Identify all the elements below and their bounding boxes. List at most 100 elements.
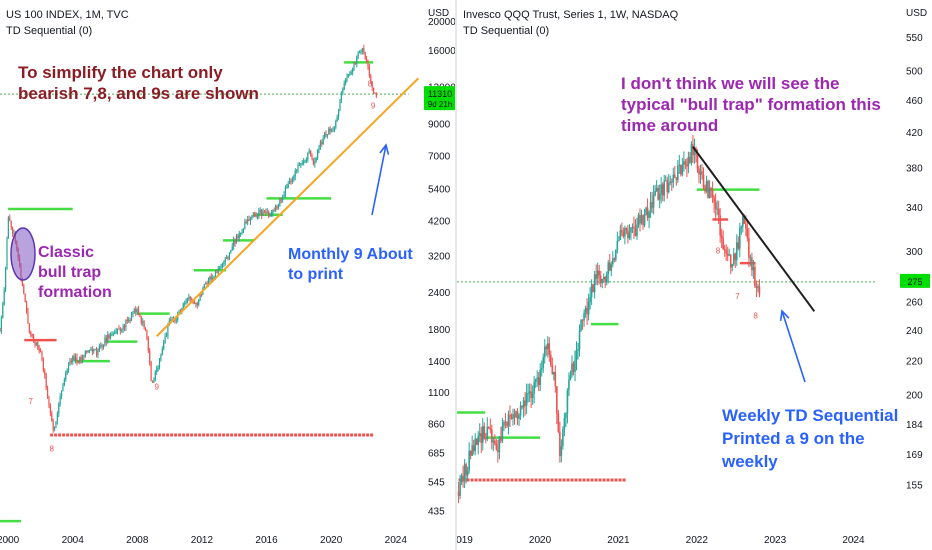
candle-body	[23, 285, 25, 295]
candle-body	[237, 235, 239, 239]
annotation-text: bull trap	[38, 264, 101, 281]
y-tick-label: 20000	[428, 17, 455, 28]
candle-body	[480, 433, 483, 443]
candle-body	[136, 309, 138, 313]
candle-body	[91, 348, 93, 352]
candle-body	[716, 208, 718, 210]
candle-body	[548, 343, 551, 355]
candle-body	[516, 411, 519, 419]
candle-body	[77, 362, 79, 364]
candle-body	[686, 164, 688, 167]
candle-body	[269, 215, 271, 217]
candle-body	[531, 393, 534, 398]
candle-body	[97, 350, 99, 356]
annotation-text: bearish 7,8, and 9s are shown	[18, 84, 259, 103]
candle-body	[553, 371, 555, 375]
candle-body	[469, 450, 472, 456]
candle-body	[615, 249, 617, 260]
candle-body	[76, 357, 78, 363]
candle-body	[289, 180, 291, 184]
candle-body	[37, 342, 39, 349]
y-tick-label: 860	[428, 419, 445, 430]
candle-body	[123, 325, 126, 328]
candle-body	[618, 239, 620, 242]
candle-body	[314, 160, 316, 165]
qqq-weekly-chart[interactable]: Invesco QQQ Trust, Series 1, 1W, NASDAQ T…	[457, 0, 932, 550]
indicator-label: TD Sequential (0)	[463, 25, 549, 37]
annotation-arrow	[371, 144, 387, 216]
candle-body	[262, 211, 264, 216]
candle-body	[193, 303, 196, 305]
candle-body	[230, 250, 232, 253]
candle-body	[116, 328, 119, 331]
trendline	[155, 77, 420, 337]
us100-monthly-chart[interactable]: US 100 INDEX, 1M, TVC TD Sequential (0) US…	[0, 0, 455, 550]
candle-body	[21, 279, 23, 286]
candle-body	[84, 350, 86, 357]
td-count-label: 8	[716, 246, 721, 255]
candle-body	[326, 134, 329, 136]
annotation-text: Monthly 9 About	[288, 246, 413, 263]
x-tick-label: 2020	[320, 535, 343, 546]
candle-body	[550, 354, 552, 365]
candle-body	[628, 232, 631, 238]
y-tick-label: 260	[906, 298, 923, 309]
candle-body	[321, 142, 323, 145]
candle-body	[45, 375, 47, 389]
candle-body	[130, 313, 133, 321]
candle-body	[678, 164, 681, 166]
candle-body	[338, 110, 340, 117]
candle-body	[645, 207, 647, 215]
candle-body	[121, 329, 123, 331]
candle-body	[583, 312, 585, 321]
candle-body	[498, 436, 501, 453]
candle-body	[737, 242, 740, 249]
candle-body	[282, 197, 284, 201]
candle-body	[367, 61, 369, 67]
candle-body	[213, 276, 215, 278]
annotation-text: typical "bull trap" formation this	[621, 95, 881, 114]
candle-body	[596, 270, 599, 279]
candle-body	[143, 321, 145, 329]
candle-body	[174, 319, 176, 321]
candle-body	[293, 176, 295, 180]
candle-body	[563, 418, 566, 430]
candle-body	[748, 237, 750, 258]
annotation-text: Printed a 9 on the	[722, 429, 865, 448]
candle-body	[62, 384, 64, 391]
candle-body	[270, 213, 273, 216]
candle-body	[681, 164, 684, 175]
candle-body	[669, 181, 672, 184]
candle-body	[577, 349, 579, 352]
candle-body	[506, 422, 508, 427]
candle-body	[156, 368, 158, 372]
candle-body	[137, 309, 140, 315]
candle-body	[515, 411, 517, 418]
candle-body	[112, 333, 114, 335]
candle-body	[624, 228, 626, 237]
candle-body	[540, 367, 543, 370]
candle-body	[504, 422, 507, 424]
candle-body	[114, 333, 116, 335]
candle-body	[484, 438, 487, 440]
y-tick-label: 240	[906, 326, 923, 337]
candle-body	[343, 83, 345, 90]
candle-body	[146, 330, 148, 339]
candle-body	[566, 390, 569, 414]
candle-body	[93, 349, 95, 352]
candle-body	[536, 377, 538, 380]
candle-body	[569, 375, 572, 380]
candle-body	[317, 149, 319, 159]
candle-body	[530, 391, 532, 398]
candle-body	[374, 92, 376, 94]
candle-body	[31, 334, 33, 337]
candle-body	[590, 284, 593, 298]
candle-body	[599, 275, 602, 284]
candle-body	[503, 422, 505, 426]
candle-body	[279, 199, 281, 206]
candle-body	[329, 128, 331, 132]
candle-body	[528, 391, 531, 394]
candle-body	[731, 264, 734, 268]
candle-body	[212, 277, 214, 280]
last-price-tag	[900, 273, 930, 288]
